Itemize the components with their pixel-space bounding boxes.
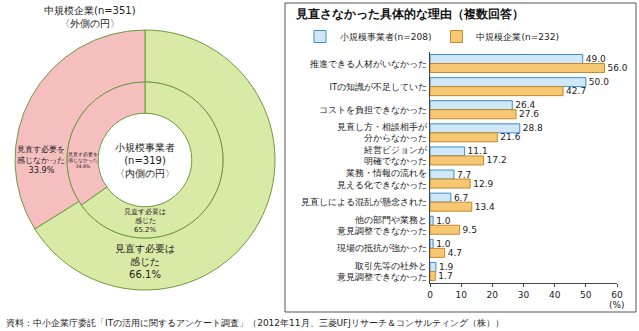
svg-text:0: 0	[427, 290, 433, 300]
svg-text:小規模事業者(n=208): 小規模事業者(n=208)	[340, 32, 431, 42]
svg-text:7.7: 7.7	[457, 170, 471, 180]
svg-text:28.8: 28.8	[523, 123, 543, 133]
svg-text:(%): (%)	[609, 300, 625, 310]
svg-text:20: 20	[487, 290, 499, 300]
svg-text:コストを負担できなかった: コストを負担できなかった	[319, 105, 427, 115]
svg-text:6.7: 6.7	[454, 193, 468, 203]
svg-text:50: 50	[580, 290, 592, 300]
svg-text:他の部門や業務と意見調整できなかった: 他の部門や業務と意見調整できなかった	[336, 215, 427, 236]
svg-text:資料：中小企業庁委託「ITの活用に関するアンケート調査」（2: 資料：中小企業庁委託「ITの活用に関するアンケート調査」（2012年11月、三菱…	[6, 318, 504, 328]
svg-text:49.0: 49.0	[586, 54, 606, 64]
svg-text:40: 40	[549, 290, 561, 300]
svg-text:9.5: 9.5	[463, 225, 477, 235]
svg-text:見直す必要を感じなかった33.9%: 見直す必要を感じなかった33.9%	[17, 144, 65, 175]
svg-text:推進できる人材がいなかった: 推進できる人材がいなかった	[310, 58, 427, 68]
svg-text:経営ビジョンが明確でなかった: 経営ビジョンが明確でなかった	[363, 145, 428, 166]
svg-text:見直す必要は感じた65.2%: 見直す必要は感じた65.2%	[124, 208, 166, 234]
svg-text:見直す必要は感じた66.1%: 見直す必要は感じた66.1%	[115, 243, 175, 280]
svg-text:30: 30	[518, 290, 530, 300]
svg-text:業務・情報の流れを見える化できなかった: 業務・情報の流れを見える化できなかった	[337, 168, 427, 189]
svg-text:21.6: 21.6	[500, 132, 520, 142]
svg-text:11.1: 11.1	[468, 146, 488, 156]
svg-text:4.7: 4.7	[448, 248, 462, 258]
svg-text:60: 60	[611, 290, 623, 300]
svg-text:13.4: 13.4	[475, 202, 495, 212]
svg-text:見直さなかった具体的な理由（複数回答）: 見直さなかった具体的な理由（複数回答）	[295, 7, 524, 21]
svg-text:中規模企業(n=232): 中規模企業(n=232)	[476, 32, 558, 42]
svg-text:10: 10	[455, 290, 467, 300]
svg-text:ITの知識が不足していた: ITの知識が不足していた	[330, 82, 428, 92]
svg-text:56.0: 56.0	[608, 63, 628, 73]
svg-text:現場の抵抗が強かった: 現場の抵抗が強かった	[337, 243, 427, 253]
svg-text:26.4: 26.4	[515, 100, 535, 110]
svg-text:27.6: 27.6	[519, 109, 539, 119]
svg-text:1.9: 1.9	[439, 262, 454, 272]
svg-text:見直す必要を感じなかった34.8%: 見直す必要を感じなかった34.8%	[68, 151, 98, 169]
svg-text:1.0: 1.0	[436, 239, 451, 249]
svg-text:42.7: 42.7	[566, 86, 586, 96]
svg-text:取引先等の社外と意見調整できなかった: 取引先等の社外と意見調整できなかった	[336, 261, 427, 282]
svg-text:見直し方・相談相手が分からなかった: 見直し方・相談相手が分からなかった	[337, 122, 428, 143]
svg-text:50.0: 50.0	[589, 77, 609, 87]
svg-text:中規模企業(n=351)〈外側の円〉: 中規模企業(n=351)〈外側の円〉	[44, 5, 136, 29]
svg-text:12.9: 12.9	[473, 179, 493, 189]
svg-text:17.2: 17.2	[487, 155, 507, 165]
svg-text:見直しによる混乱が懸念された: 見直しによる混乱が懸念された	[301, 197, 427, 207]
svg-text:1.0: 1.0	[436, 216, 451, 226]
svg-text:1.7: 1.7	[438, 271, 452, 281]
svg-text:小規模事業者(n=319)〈内側の円〉: 小規模事業者(n=319)〈内側の円〉	[115, 142, 175, 179]
